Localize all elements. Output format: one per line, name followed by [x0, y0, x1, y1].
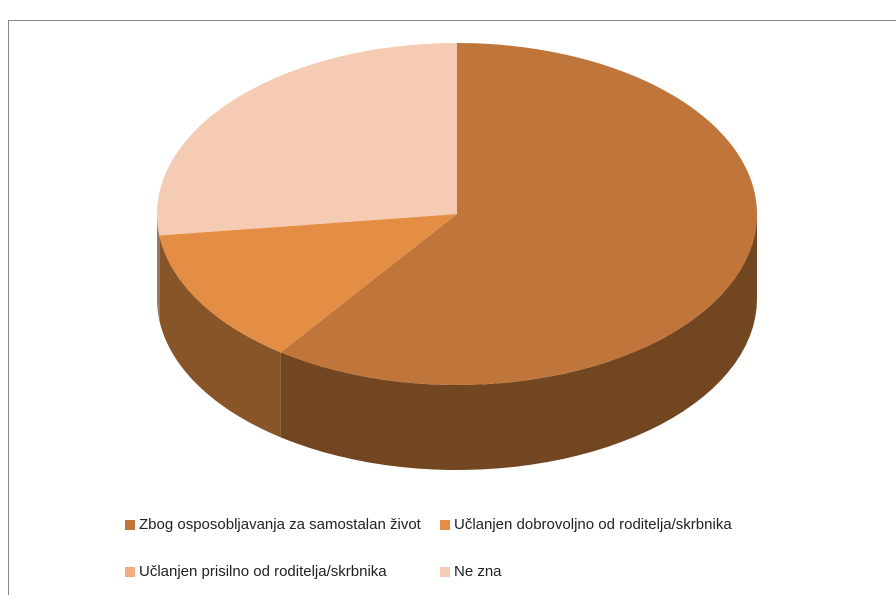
legend-swatch	[125, 567, 135, 577]
legend-label: Ne zna	[454, 563, 502, 580]
legend-swatch	[440, 567, 450, 577]
legend-label: Zbog osposobljavanja za samostalan život	[139, 516, 422, 533]
legend-swatch	[125, 520, 135, 530]
legend-label: Učlanjen dobrovoljno od roditelja/skrbni…	[454, 516, 732, 533]
slice	[157, 43, 457, 235]
legend-swatch	[440, 520, 450, 530]
legend-label: Učlanjen prisilno od roditelja/skrbnika	[139, 563, 387, 580]
